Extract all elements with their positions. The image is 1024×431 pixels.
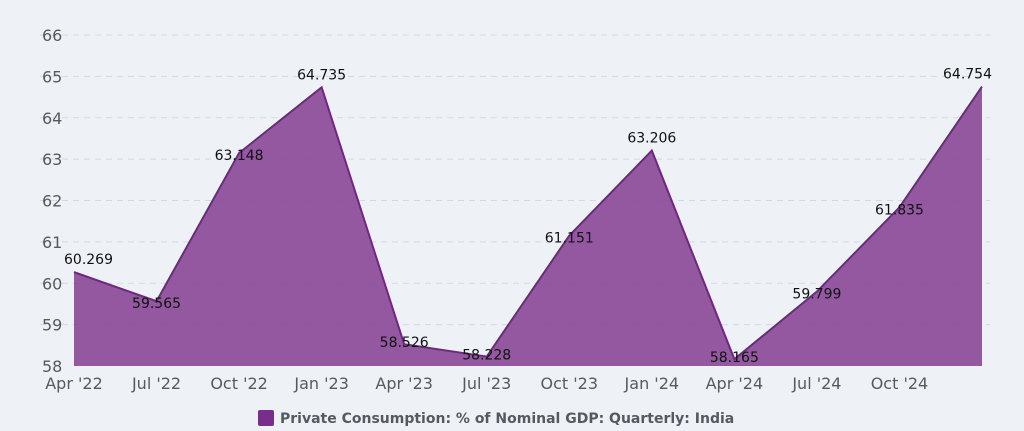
y-tick-label: 61 bbox=[42, 233, 62, 252]
x-tick-label: Jul '23 bbox=[461, 374, 511, 393]
data-label: 61.835 bbox=[875, 202, 924, 218]
x-tick-label: Jul '24 bbox=[791, 374, 841, 393]
y-tick-label: 66 bbox=[42, 26, 62, 45]
data-label: 63.148 bbox=[215, 148, 264, 164]
data-label: 58.228 bbox=[462, 348, 511, 364]
y-tick-label: 65 bbox=[42, 67, 62, 86]
series-line bbox=[73, 85, 983, 361]
data-labels: 60.269 59.565 63.148 64.735 58.526 58.228 61.1… bbox=[64, 67, 992, 367]
data-label: 64.754 bbox=[943, 67, 992, 83]
x-tick-label: Oct '23 bbox=[541, 374, 599, 393]
y-tick-label: 64 bbox=[42, 109, 62, 128]
area-fill bbox=[74, 86, 982, 366]
data-label: 63.206 bbox=[627, 131, 676, 147]
y-tick-label: 59 bbox=[42, 316, 62, 335]
y-axis: 58 59 60 61 62 63 64 65 66 bbox=[42, 26, 62, 376]
y-tick-label: 60 bbox=[42, 274, 62, 293]
x-tick-label: Apr '22 bbox=[45, 374, 103, 393]
series-area bbox=[73, 85, 983, 366]
y-tick-label: 58 bbox=[42, 357, 62, 376]
data-label: 58.526 bbox=[380, 335, 429, 351]
y-tick-label: 62 bbox=[42, 192, 62, 211]
x-tick-label: Jan '23 bbox=[293, 374, 349, 393]
legend[interactable]: Private Consumption: % of Nominal GDP: Q… bbox=[258, 410, 734, 427]
x-tick-label: Apr '24 bbox=[706, 374, 764, 393]
x-tick-label: Oct '24 bbox=[871, 374, 929, 393]
data-label: 59.565 bbox=[132, 296, 181, 312]
x-tick-label: Jan '24 bbox=[624, 374, 680, 393]
legend-swatch bbox=[258, 410, 274, 426]
data-label: 58.165 bbox=[710, 350, 759, 366]
x-tick-label: Apr '23 bbox=[375, 374, 433, 393]
data-label: 61.151 bbox=[545, 231, 594, 247]
data-label: 59.799 bbox=[792, 287, 841, 303]
y-tick-label: 63 bbox=[42, 150, 62, 169]
data-label: 60.269 bbox=[64, 252, 113, 268]
legend-label: Private Consumption: % of Nominal GDP: Q… bbox=[280, 411, 734, 427]
x-tick-label: Jul '22 bbox=[131, 374, 181, 393]
x-axis: Apr '22 Jul '22 Oct '22 Jan '23 Apr '23 Jul '… bbox=[45, 374, 928, 393]
x-tick-label: Oct '22 bbox=[210, 374, 268, 393]
data-label: 64.735 bbox=[297, 67, 346, 83]
